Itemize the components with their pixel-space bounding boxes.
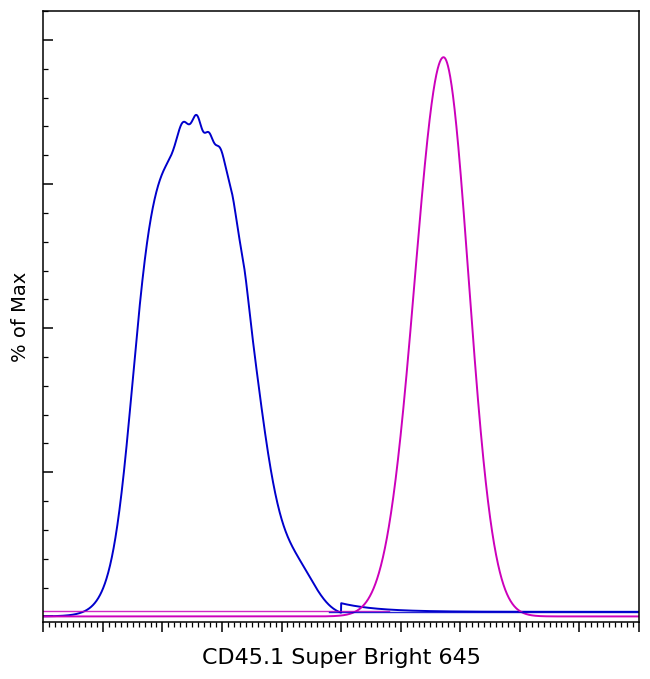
X-axis label: CD45.1 Super Bright 645: CD45.1 Super Bright 645	[202, 648, 480, 668]
Y-axis label: % of Max: % of Max	[11, 272, 30, 362]
